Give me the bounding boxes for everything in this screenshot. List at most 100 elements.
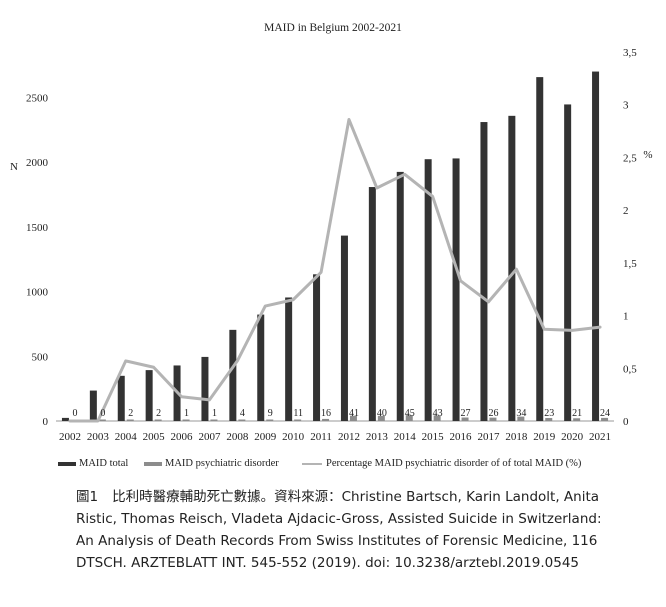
y2-tick-label: 1,5: [623, 258, 637, 270]
bar-maid-psychiatric: [238, 419, 246, 421]
legend-swatch-psychiatric: [144, 461, 162, 466]
bar-maid-psychiatric: [517, 416, 525, 421]
bar-data-label: 0: [72, 408, 77, 419]
legend-label-maid-total: MAID total: [79, 458, 129, 469]
legend-item-psychiatric: MAID psychiatric disorder: [144, 458, 279, 469]
bar-maid-psychiatric: [322, 418, 330, 421]
bar-data-label: 1: [184, 408, 189, 419]
bar-maid-total: [452, 158, 460, 421]
bar-maid-total: [117, 375, 125, 421]
bar-maid-psychiatric: [433, 415, 441, 421]
x-tick-label: 2003: [87, 431, 110, 443]
chart: MAID in Belgium 2002-2021 N % 0500100015…: [10, 22, 653, 443]
legend-item-maid-total: MAID total: [58, 458, 128, 469]
y2-tick-label: 0,5: [623, 363, 637, 375]
bar-maid-psychiatric: [266, 419, 274, 421]
bar-maid-psychiatric: [405, 415, 413, 421]
bar-data-label: 16: [321, 408, 331, 419]
bar-data-label: 0: [100, 408, 105, 419]
x-tick-label: 2006: [171, 431, 194, 443]
bar-maid-total: [340, 235, 348, 421]
legend: MAID total MAID psychiatric disorder Per…: [58, 458, 618, 474]
bar-maid-psychiatric: [601, 417, 609, 421]
bar-maid-total: [396, 171, 404, 421]
bar-data-label: 27: [461, 408, 471, 419]
bar-data-label: 11: [293, 408, 303, 419]
bar-data-label: 1: [212, 408, 217, 419]
legend-swatch-maid-total: [58, 461, 76, 466]
bar-maid-total: [508, 115, 516, 421]
x-tick-label: 2016: [450, 431, 473, 443]
bar-data-label: 26: [488, 408, 498, 419]
y-tick-label: 1500: [26, 222, 49, 234]
x-tick-label: 2020: [561, 431, 584, 443]
x-tick-label: 2017: [477, 431, 500, 443]
bar-maid-total: [536, 77, 544, 422]
y-tick-label: 2000: [26, 157, 49, 169]
chart-title: MAID in Belgium 2002-2021: [264, 22, 402, 34]
bar-data-label: 2: [156, 408, 161, 419]
y2-tick-label: 3,5: [623, 47, 637, 59]
bar-maid-psychiatric: [461, 417, 469, 421]
bar-data-label: 34: [516, 408, 526, 419]
bar-maid-total: [285, 297, 293, 421]
bar-maid-total: [229, 329, 237, 421]
bar-data-label: 43: [433, 408, 443, 419]
y2-tick-label: 2: [623, 205, 629, 217]
bar-maid-total: [480, 122, 488, 422]
x-tick-label: 2013: [366, 431, 389, 443]
bar-maid-psychiatric: [154, 419, 162, 421]
y2-tick-label: 3: [623, 100, 629, 112]
x-tick-label: 2008: [226, 431, 249, 443]
bar-maid-psychiatric: [126, 419, 134, 421]
line-percentage-psychiatric: [68, 117, 602, 423]
bar-data-label: 23: [544, 408, 554, 419]
bar-maid-psychiatric: [545, 418, 553, 421]
bar-maid-total: [89, 390, 97, 421]
bar-maid-total: [257, 314, 265, 421]
bar-data-label: 2: [128, 408, 133, 419]
bar-maid-total: [592, 71, 600, 421]
x-tick-label: 2002: [59, 431, 81, 443]
legend-item-percentage: Percentage MAID psychiatric disorder of …: [302, 458, 581, 469]
x-tick-label: 2021: [589, 431, 611, 443]
x-tick-label: 2018: [505, 431, 528, 443]
y-tick-label: 0: [43, 416, 49, 428]
bar-maid-psychiatric: [210, 419, 218, 421]
y-tick-label: 1000: [26, 287, 49, 299]
bar-maid-total: [145, 370, 153, 421]
x-tick-label: 2019: [533, 431, 556, 443]
caption-text: 比利時醫療輔助死亡數據。資料來源：Christine Bartsch, Kari…: [76, 489, 602, 571]
bar-maid-psychiatric: [294, 419, 302, 421]
x-tick-label: 2005: [143, 431, 166, 443]
bar-maid-psychiatric: [98, 419, 106, 421]
y2-tick-label: 2,5: [623, 152, 637, 164]
y2-tick-label: 1: [623, 311, 629, 323]
bar-data-label: 45: [405, 408, 415, 419]
y-tick-label: 500: [32, 351, 49, 363]
x-tick-label: 2014: [394, 431, 417, 443]
x-tick-label: 2004: [115, 431, 138, 443]
bar-maid-psychiatric: [489, 417, 497, 421]
bar-maid-total: [424, 159, 432, 421]
bar-maid-psychiatric: [573, 418, 581, 421]
bar-data-label: 24: [600, 408, 610, 419]
x-tick-label: 2007: [198, 431, 221, 443]
bar-maid-psychiatric: [182, 419, 190, 421]
bar-maid-total: [201, 356, 209, 421]
x-tick-label: 2015: [422, 431, 445, 443]
bar-data-label: 9: [268, 408, 273, 419]
legend-label-psychiatric: MAID psychiatric disorder: [165, 458, 279, 469]
bar-data-label: 4: [240, 408, 245, 419]
bar-maid-psychiatric: [349, 415, 357, 421]
legend-swatch-percentage: [302, 462, 322, 465]
figure-caption: 圖1 比利時醫療輔助死亡數據。資料來源：Christine Bartsch, Ka…: [76, 486, 616, 574]
bar-data-label: 41: [349, 408, 359, 419]
bar-maid-total: [368, 187, 376, 421]
bar-maid-total: [313, 274, 321, 421]
y-tick-label: 2500: [26, 92, 49, 104]
bar-maid-total: [61, 417, 69, 421]
bar-data-label: 40: [377, 408, 387, 419]
y2-axis-label: %: [643, 149, 652, 161]
bar-maid-psychiatric: [377, 415, 385, 421]
